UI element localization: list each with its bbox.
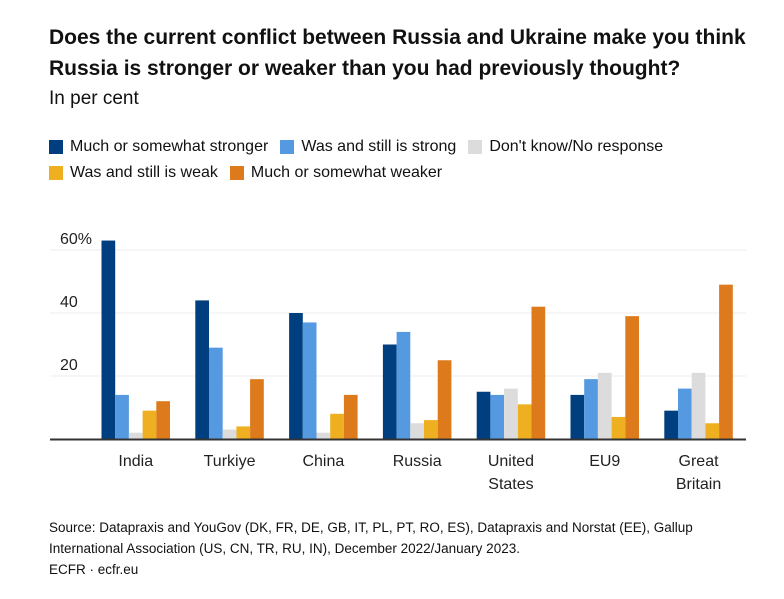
- bar-was-and-still-is-strong: [678, 388, 692, 439]
- legend-item: Was and still is strong: [280, 134, 456, 160]
- bar-was-and-still-is-strong: [490, 394, 505, 439]
- legend-label: Was and still is strong: [301, 138, 457, 155]
- legend-label: Much or somewhat stronger: [70, 138, 269, 155]
- bar-don-t-know-no-response: [410, 423, 424, 439]
- bar-don-t-know-no-response: [128, 432, 143, 439]
- x-tick-label: China: [302, 453, 344, 470]
- bar-don-t-know-no-response: [316, 432, 331, 439]
- y-tick-label: 20: [60, 357, 78, 374]
- bar-was-and-still-is-strong: [209, 347, 223, 439]
- legend-label: Was and still is weak: [70, 164, 218, 181]
- legend-item: Was and still is weak: [49, 160, 218, 186]
- y-tick-label: 60%: [60, 231, 92, 248]
- legend-label: Much or somewhat weaker: [250, 164, 443, 181]
- x-tick-label: United States: [488, 453, 534, 493]
- bar-much-or-somewhat-weaker: [531, 306, 546, 439]
- bar-was-and-still-is-strong: [302, 322, 317, 439]
- legend-swatch: [49, 140, 63, 154]
- x-tick-label: EU9: [589, 453, 620, 470]
- chart-title: Does the current conflict between Russia…: [49, 26, 746, 80]
- bar-don-t-know-no-response: [504, 388, 518, 439]
- bar-was-and-still-is-strong: [115, 394, 129, 439]
- bar-much-or-somewhat-stronger: [664, 410, 678, 439]
- bar-much-or-somewhat-weaker: [250, 379, 264, 439]
- bar-was-and-still-is-weak: [330, 413, 344, 439]
- credit-text: ECFR · ecfr.eu: [49, 562, 139, 577]
- bar-much-or-somewhat-stronger: [476, 391, 491, 439]
- bar-much-or-somewhat-stronger: [382, 344, 397, 439]
- bar-don-t-know-no-response: [691, 372, 706, 439]
- bar-much-or-somewhat-weaker: [156, 401, 170, 439]
- bar-was-and-still-is-weak: [142, 410, 157, 439]
- bar-much-or-somewhat-stronger: [195, 300, 209, 439]
- bar-was-and-still-is-strong: [584, 379, 598, 439]
- bar-was-and-still-is-weak: [705, 423, 720, 439]
- bar-was-and-still-is-weak: [236, 426, 251, 439]
- bar-don-t-know-no-response: [222, 429, 237, 439]
- chart-subtitle: In per cent: [49, 88, 139, 109]
- legend: Much or somewhat stronger Was and still i…: [49, 134, 749, 186]
- legend-item: Much or somewhat stronger: [49, 134, 268, 160]
- legend-label: Don't know/No response: [489, 138, 664, 155]
- legend-swatch: [49, 166, 63, 180]
- x-tick-label: Russia: [393, 453, 442, 470]
- bar-much-or-somewhat-stronger: [570, 394, 585, 439]
- y-tick-label: 40: [60, 294, 78, 311]
- bar-was-and-still-is-strong: [396, 331, 411, 439]
- x-tick-label: Turkiye: [204, 453, 256, 470]
- bar-don-t-know-no-response: [597, 372, 612, 439]
- bar-was-and-still-is-weak: [611, 416, 626, 439]
- bar-much-or-somewhat-weaker: [343, 394, 358, 439]
- bar-much-or-somewhat-weaker: [437, 360, 452, 439]
- bar-much-or-somewhat-stronger: [101, 240, 116, 439]
- bar-much-or-somewhat-weaker: [719, 284, 733, 439]
- legend-swatch: [280, 140, 295, 154]
- source-note: Source: Datapraxis and YouGov (DK, FR, D…: [49, 517, 759, 580]
- bar-much-or-somewhat-weaker: [625, 316, 639, 439]
- bar-much-or-somewhat-stronger: [289, 313, 303, 439]
- x-tick-label: Great Britain: [676, 453, 721, 493]
- source-text: Source: Datapraxis and YouGov (DK, FR, D…: [49, 520, 693, 556]
- bar-was-and-still-is-weak: [517, 404, 532, 439]
- legend-item: Don't know/No response: [468, 134, 663, 160]
- bar-was-and-still-is-weak: [424, 420, 438, 439]
- legend-swatch: [468, 140, 483, 154]
- legend-item: Much or somewhat weaker: [229, 160, 443, 186]
- legend-swatch: [229, 166, 244, 180]
- x-tick-label: India: [118, 453, 153, 470]
